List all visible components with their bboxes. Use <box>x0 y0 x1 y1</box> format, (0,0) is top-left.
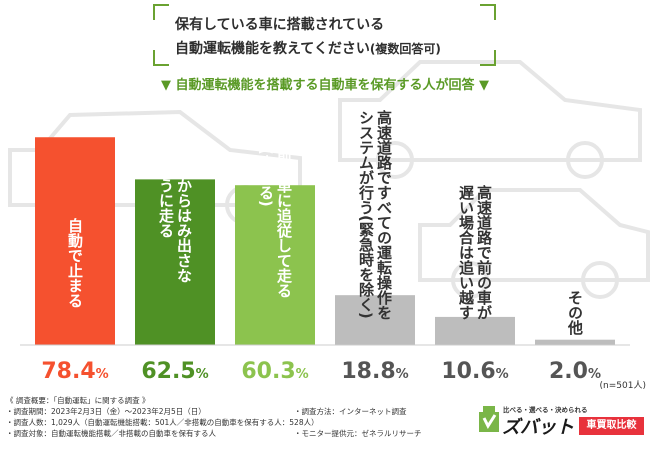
car-silhouette <box>338 60 642 162</box>
bar-label-1-line-1: 自動で止まる <box>66 217 84 308</box>
bar-label-4-line-1: 高速道路ですべての運転操作を <box>375 109 393 320</box>
value-label-2: 62.5% <box>141 359 208 384</box>
bar-5 <box>435 316 515 345</box>
bar-label-3-line-2: (止まる) <box>257 148 275 207</box>
bar-label-2-line-2: いように走る <box>157 148 175 238</box>
footnote-method: ・調査方法：インターネット調査 <box>294 407 407 416</box>
value-label-1: 78.4% <box>41 359 108 384</box>
bar-4 <box>335 295 415 345</box>
bar-6 <box>535 339 615 345</box>
chart-subtitle: ▼ 自動運転機能を搭載する自動車を保有する人が回答 ▼ <box>160 78 490 93</box>
footnote-survey-title: 《 調査概要：「自動運転」に関する調査 》 <box>6 396 150 405</box>
value-label-6: 2.0% <box>549 359 601 384</box>
value-label-4: 18.8% <box>341 359 408 384</box>
chart-title-line2: 自動運転機能を教えてください(複数回答可) <box>175 41 441 57</box>
logo-badge: 車買取比較 <box>579 417 644 435</box>
value-label-5: 10.6% <box>441 359 508 384</box>
chart-title-line1: 保有している車に搭載されている <box>175 17 385 33</box>
car-silhouette <box>418 188 650 282</box>
title-box: 保有している車に搭載されている 自動運転機能を教えてください(複数回答可) <box>153 4 496 66</box>
bar-label-3-line-1: 前の車に追従して走る <box>275 147 293 298</box>
bar-label-2-line-1: 車線からはみ出さな <box>175 147 193 283</box>
footnote-period: ・調査期間：2023年2月3日（金）〜2023年2月5日（日） <box>6 407 206 416</box>
logo-tagline: 比べる・選べる・決められる <box>503 406 588 414</box>
chart-title-note: (複数回答可) <box>369 42 441 56</box>
bar-1 <box>35 137 115 345</box>
bar-3 <box>235 185 315 345</box>
footnote-provider: ・モニター提供元：ゼネラルリサーチ <box>294 429 422 438</box>
logo-name: ズバット <box>502 417 574 438</box>
bar-2 <box>135 179 215 345</box>
bar-label-4-line-2: システムが行う(緊急時を除く) <box>357 110 375 319</box>
bar-label-5-line-2: 遅い場合は追い越す <box>457 185 475 320</box>
sample-size-note: (n=501人) <box>600 380 646 391</box>
footnote-count: ・調査人数：1,029人（自動運転機能搭載：501人／非搭載の自動車を保有する人… <box>6 418 319 427</box>
value-label-3: 60.3% <box>241 359 308 384</box>
bar-label-5-line-1: 高速道路で前の車が <box>475 184 493 320</box>
logo-icon <box>479 406 499 432</box>
bar-label-6-line-1: その他 <box>566 290 584 336</box>
footnote-target: ・調査対象：自動運転機能搭載／非搭載の自動車を保有する人 <box>6 429 216 438</box>
